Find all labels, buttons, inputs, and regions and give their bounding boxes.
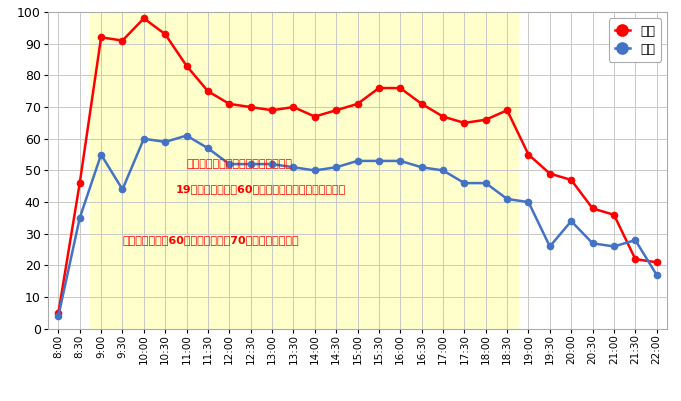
平日 [311,168,319,173]
休日 [161,32,170,36]
休日 [588,206,597,211]
休日 [204,89,212,94]
Line: 休日: 休日 [55,15,660,316]
平日 [183,133,191,138]
平日 [332,165,340,170]
平日 [54,314,63,318]
平日 [567,219,575,223]
休日 [610,213,618,217]
平日 [439,168,447,173]
休日 [460,121,469,126]
休日 [524,152,533,157]
平日 [396,158,405,163]
平日 [417,165,426,170]
休日 [268,108,276,113]
Legend: 休日, 平日: 休日, 平日 [609,18,661,62]
休日 [183,63,191,68]
休日 [545,171,554,176]
平日 [268,162,276,166]
休日 [311,114,319,119]
平日 [631,238,639,243]
平日 [97,152,105,157]
休日 [97,35,105,40]
平日 [140,136,148,141]
平日 [76,216,84,221]
平日 [353,158,362,163]
休日 [118,38,127,43]
Text: 休日は開団直後から待ち時間は長く: 休日は開団直後から待ち時間は長く [187,159,293,169]
休日 [76,181,84,186]
休日 [332,108,340,113]
休日 [417,101,426,106]
平日 [289,165,298,170]
休日 [353,101,362,106]
平日 [652,273,661,277]
平日 [545,244,554,249]
平日 [524,200,533,205]
休日 [247,105,255,109]
平日 [161,140,170,144]
Line: 平日: 平日 [55,132,660,319]
平日 [460,181,469,186]
休日 [375,86,383,91]
平日 [247,162,255,166]
平日 [118,187,127,192]
Text: 19時を過ぎるまう60分よりも短くならない傾向に！: 19時を過ぎるまう60分よりも短くならない傾向に！ [176,184,346,194]
平日 [204,146,212,151]
平日 [610,244,618,249]
休日 [140,16,148,21]
平日 [225,162,234,166]
Text: 日中は、平日は60分前後・休日は70分前後の待ち時間: 日中は、平日は60分前後・休日は70分前後の待ち時間 [123,235,299,245]
休日 [652,260,661,265]
休日 [289,105,298,109]
休日 [631,257,639,261]
Bar [91,12,518,329]
平日 [375,158,383,163]
休日 [567,178,575,182]
休日 [503,108,511,113]
休日 [54,311,63,316]
休日 [225,101,234,106]
平日 [588,241,597,246]
平日 [481,181,490,186]
休日 [396,86,405,91]
休日 [481,117,490,122]
休日 [439,114,447,119]
平日 [503,196,511,201]
